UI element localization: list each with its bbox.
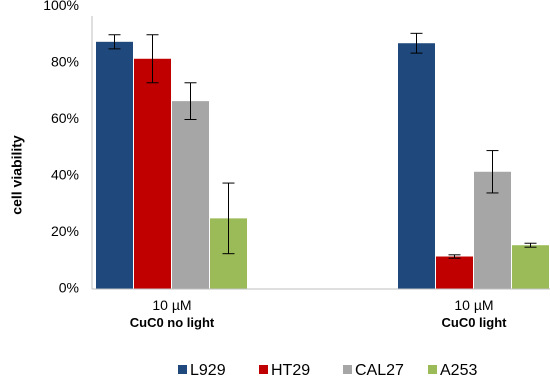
category-label-line2: CuC0 light — [442, 315, 508, 330]
y-tick-label: 40% — [51, 167, 79, 183]
bar-ht29-1 — [134, 58, 171, 290]
category-label-line1: 10 µM — [454, 297, 493, 313]
legend-label-cal27: CAL27 — [355, 362, 404, 379]
bars-group — [96, 41, 549, 290]
bar-ht29-2 — [436, 256, 473, 289]
legend: L929 HT29 CAL27 A253 — [178, 362, 477, 379]
y-axis-ticks: 0% 20% 40% 60% 80% 100% — [43, 0, 79, 296]
bar-l929-1 — [96, 41, 133, 289]
legend-swatch-cal27 — [343, 365, 352, 374]
bar-l929-2 — [398, 43, 435, 289]
y-tick-label: 100% — [43, 0, 79, 13]
category-label-line1: 10 µM — [152, 297, 191, 313]
y-tick-label: 80% — [51, 54, 79, 70]
legend-label-ht29: HT29 — [271, 362, 310, 379]
legend-swatch-a253 — [428, 365, 437, 374]
error-bars-group — [108, 32, 537, 259]
legend-label-a253: A253 — [440, 362, 477, 379]
y-axis-label: cell viability — [9, 135, 25, 215]
legend-swatch-ht29 — [259, 365, 268, 374]
legend-label-l929: L929 — [190, 362, 226, 379]
category-labels: 10 µM CuC0 no light 10 µM CuC0 light — [130, 297, 507, 330]
bar-cal27-1 — [172, 101, 209, 289]
bar-a253-2 — [512, 245, 549, 289]
y-tick-label: 0% — [59, 280, 79, 296]
legend-swatch-l929 — [178, 365, 187, 374]
category-label-line2: CuC0 no light — [130, 315, 215, 330]
y-tick-label: 60% — [51, 110, 79, 126]
y-tick-label: 20% — [51, 223, 79, 239]
